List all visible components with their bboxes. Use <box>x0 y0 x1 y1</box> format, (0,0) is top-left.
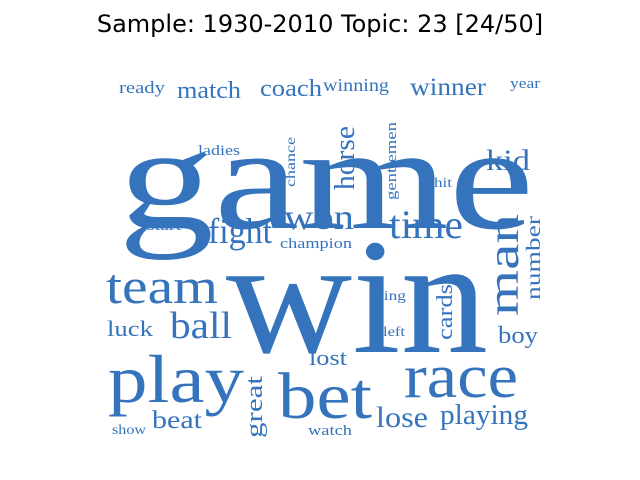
word-lose: lose <box>376 401 428 434</box>
word-cards: cards <box>432 284 457 340</box>
word-race: race <box>404 343 518 411</box>
word-lost: lost <box>309 345 347 370</box>
word-watch: watch <box>308 423 353 439</box>
word-fight: fight <box>208 211 272 251</box>
word-coach: coach <box>260 76 322 102</box>
word-show: show <box>112 423 147 438</box>
word-winning: winning <box>323 75 389 95</box>
word-win: win <box>226 205 488 388</box>
word-number: number <box>523 216 545 300</box>
word-team: team <box>106 258 218 314</box>
figure-title: Sample: 1930-2010 Topic: 23 [24/50] <box>96 10 544 38</box>
word-ready: ready <box>119 78 166 97</box>
word-playing: playing <box>440 400 528 431</box>
word-play: play <box>108 341 244 417</box>
word-bet: bet <box>278 360 372 433</box>
word-chance: chance <box>284 137 299 187</box>
word-time: time <box>389 202 463 247</box>
word-winner: winner <box>410 74 487 101</box>
word-ladies: ladies <box>198 143 240 159</box>
word-won: won <box>284 197 354 237</box>
word-ball: ball <box>170 305 232 347</box>
word-boy: boy <box>498 323 538 349</box>
word-luck: luck <box>107 316 153 341</box>
word-champion: champion <box>280 236 353 252</box>
word-kid: kid <box>486 144 530 177</box>
word-hit: hit <box>434 176 452 191</box>
word-beat: beat <box>152 407 202 434</box>
word-game: game <box>118 97 534 261</box>
word-gentlemen: gentlemen <box>384 121 400 200</box>
word-man: man <box>479 214 528 316</box>
word-year: year <box>510 76 540 92</box>
word-great: great <box>242 376 268 438</box>
word-horse: horse <box>330 126 361 190</box>
word-left: left <box>383 325 405 340</box>
word-match: match <box>177 78 241 104</box>
word-start: start <box>147 218 182 234</box>
word-ring: ring <box>378 289 406 304</box>
